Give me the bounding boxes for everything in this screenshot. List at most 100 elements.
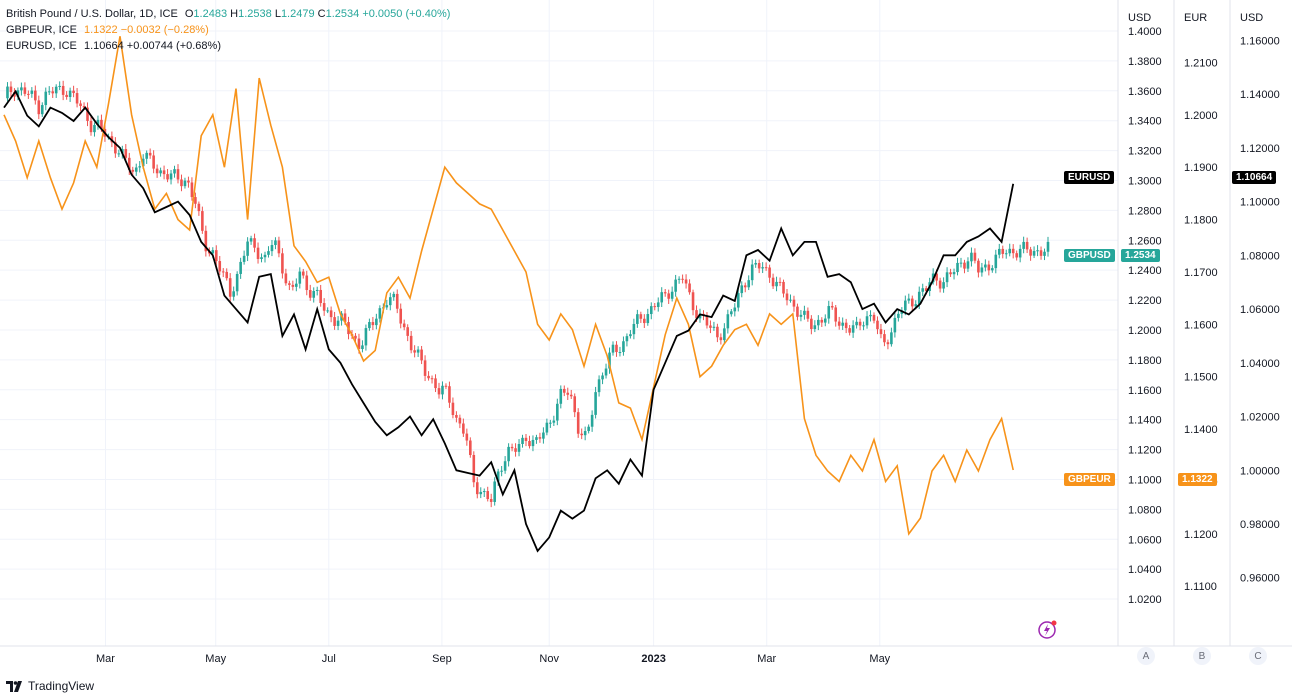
- gbpusd-candle-body: [214, 250, 218, 262]
- axis-a-tick-label: 1.0200: [1128, 594, 1162, 606]
- axis-a-tick-label: 1.2400: [1128, 265, 1162, 277]
- gbpusd-candle-body: [368, 322, 371, 329]
- axis-a-tick-label: 1.3400: [1128, 116, 1162, 128]
- gbpusd-candle-body: [736, 293, 740, 308]
- tradingview-brand-text: TradingView: [28, 679, 95, 693]
- gbpusd-candle-body: [966, 261, 970, 269]
- lightning-icon[interactable]: [1038, 620, 1057, 639]
- gbpusd-candle-body: [20, 87, 23, 91]
- axis-a-ticks: 1.4000 1.3800 1.3600 1.3400 1.3200 1.3000 1.28…: [1128, 26, 1162, 606]
- tradingview-branding[interactable]: TradingView: [6, 679, 94, 693]
- gbpusd-candle-body: [977, 260, 980, 273]
- gbpusd-candle-body: [96, 119, 100, 125]
- gbpusd-candle-body: [127, 157, 131, 170]
- gbpusd-candle-body: [1022, 241, 1025, 249]
- gbpusd-candle-body: [232, 291, 235, 297]
- gbpusd-candle-body: [281, 253, 284, 274]
- gbpusd-candle-body: [500, 470, 503, 472]
- gbpusd-candle-body: [270, 245, 274, 252]
- time-tick-label: May: [869, 653, 890, 665]
- gbpusd-candle-body: [904, 300, 907, 311]
- gbpusd-candle-body: [952, 272, 956, 275]
- eurusd-price-badge: 1.10664: [1232, 171, 1277, 184]
- gbpusd-candle-body: [176, 169, 180, 180]
- gbpusd-candle-body: [378, 308, 382, 319]
- gbpusd-candle-body: [267, 251, 270, 255]
- gbpusd-candle-body: [761, 267, 764, 269]
- scale-button-a[interactable]: A: [1137, 647, 1155, 665]
- gbpusd-candle-body: [166, 174, 169, 180]
- axis-a-tick-label: 1.2200: [1128, 295, 1162, 307]
- gbpusd-candle-body: [587, 426, 590, 432]
- gbpusd-candle-body: [670, 291, 674, 299]
- gbpusd-candle-body: [886, 342, 890, 345]
- scale-button-c[interactable]: C: [1249, 647, 1267, 665]
- gbpusd-candle-body: [959, 262, 963, 264]
- legend-l-value: 1.2479: [280, 8, 315, 20]
- gbpusd-candle-body: [559, 388, 563, 404]
- gbpusd-candle-body: [782, 281, 785, 294]
- gbpusd-candle-body: [545, 422, 549, 433]
- gbpusd-candle-body: [879, 329, 883, 335]
- gbpusd-candle-body: [994, 254, 998, 269]
- gbpusd-candle-body: [813, 325, 817, 330]
- gbpusd-candle-body: [9, 86, 13, 93]
- gbpusd-candle-body: [131, 169, 135, 172]
- gbpusd-candle-body: [510, 446, 514, 449]
- gbpusd-candle-body: [79, 103, 82, 107]
- gbpusd-candle-body: [917, 291, 921, 305]
- gbpusd-candle-body: [246, 241, 249, 256]
- gbpusd-candle-body: [482, 491, 486, 493]
- gbpusd-candle-body: [973, 252, 977, 261]
- gbpusd-candle-body: [841, 322, 844, 326]
- gbpusd-candle-body: [980, 267, 984, 273]
- gbpusd-candle-body: [625, 336, 629, 342]
- gbpusd-candle-body: [681, 278, 684, 280]
- gbpusd-candle-body: [486, 491, 490, 500]
- gbpusd-candle-body: [893, 317, 897, 333]
- gbpusd-candle-body: [218, 261, 222, 272]
- axis-a-tick-label: 1.1800: [1128, 355, 1162, 367]
- gbpusd-candle-body: [469, 440, 472, 456]
- gbpusd-candle-body: [562, 388, 566, 393]
- gbpusd-candle-body: [40, 105, 44, 115]
- gbpusd-candle-body: [388, 297, 392, 306]
- legend-eurusd[interactable]: EURUSD, ICE 1.10664 +0.00744 (+0.68%): [6, 38, 450, 54]
- gbpusd-candle-body: [30, 90, 34, 94]
- legend-gbpusd[interactable]: British Pound / U.S. Dollar, 1D, ICE O1.…: [6, 6, 450, 22]
- eurusd-label-badge: EURUSD: [1064, 171, 1115, 184]
- gbpusd-candle-body: [155, 168, 159, 174]
- gbpusd-candle-body: [618, 352, 622, 354]
- gbpusd-candle-body: [528, 440, 531, 447]
- gbpusd-candle-body: [37, 100, 41, 115]
- gbpusd-candle-body: [667, 293, 670, 299]
- axis-a-tick-label: 1.4000: [1128, 26, 1162, 38]
- gbpusd-candle-body: [479, 491, 483, 495]
- gbpusd-candle-body: [876, 320, 879, 330]
- gbpusd-candle-body: [402, 323, 406, 328]
- scale-button-b[interactable]: B: [1193, 647, 1211, 665]
- axis-c-ticks: 1.16000 1.14000 1.12000 1.10000 1.08000 1.060…: [1240, 35, 1280, 584]
- gbpusd-candle-body: [225, 271, 229, 279]
- gbpusd-candle-body: [580, 433, 583, 436]
- gbpusd-candle-body: [984, 264, 987, 268]
- gbpusd-candle-body: [830, 306, 834, 308]
- gbpusd-candle-body: [409, 335, 413, 351]
- gbpusd-candle-body: [698, 313, 702, 319]
- gbpusd-candle-body: [190, 182, 194, 198]
- legend-gbpeur[interactable]: GBPEUR, ICE 1.1322 −0.0032 (−0.28%): [6, 22, 450, 38]
- axis-b-tick-label: 1.1700: [1184, 267, 1218, 279]
- legend-o-label: O: [184, 8, 194, 20]
- gbpusd-candle-body: [187, 180, 190, 183]
- gbpusd-candle-body: [810, 318, 813, 330]
- legend-c-value: 1.2534: [325, 8, 360, 20]
- gbpusd-candle-body: [716, 326, 719, 338]
- gbpusd-candle-body: [569, 394, 573, 397]
- gbpusd-candle-body: [364, 328, 368, 346]
- gbpusd-candle-body: [827, 306, 831, 319]
- gbpusd-candle-body: [733, 307, 737, 312]
- gbpusd-candle-body: [1025, 241, 1029, 250]
- gbpusd-candle-body: [615, 344, 618, 353]
- gbpusd-candle-body: [796, 306, 799, 317]
